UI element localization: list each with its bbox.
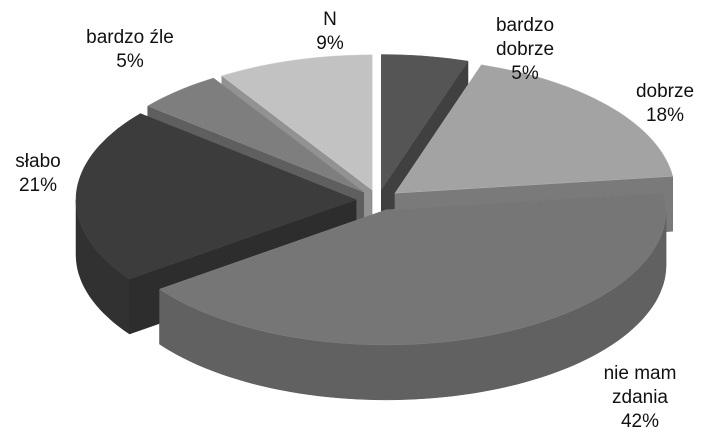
value-label: 42% [620,411,660,432]
value-label: 5% [116,51,144,72]
category-label: słabo [15,151,61,172]
data-label: bardzo źle 5% [70,26,190,74]
value-label: 9% [316,33,344,54]
category-label: dobrze [635,81,695,102]
slice [394,64,674,194]
data-label: dobrze 18% [605,80,714,128]
category-label: nie mam zdania [603,363,677,408]
data-label: bardzo dobrze 5% [465,14,585,86]
data-label: N 9% [270,8,390,56]
value-label: 18% [645,105,685,126]
data-label: słabo 21% [0,150,98,198]
value-label: 5% [511,63,539,84]
slice [159,192,667,346]
data-label: nie mam zdania 42% [595,362,685,434]
slice [147,77,364,193]
category-label: bardzo dobrze [495,15,555,60]
category-label: N [323,9,337,30]
slice [221,54,373,191]
slice [381,54,469,191]
value-label: 21% [18,175,58,196]
slice [75,113,357,280]
category-label: bardzo źle [86,27,174,48]
